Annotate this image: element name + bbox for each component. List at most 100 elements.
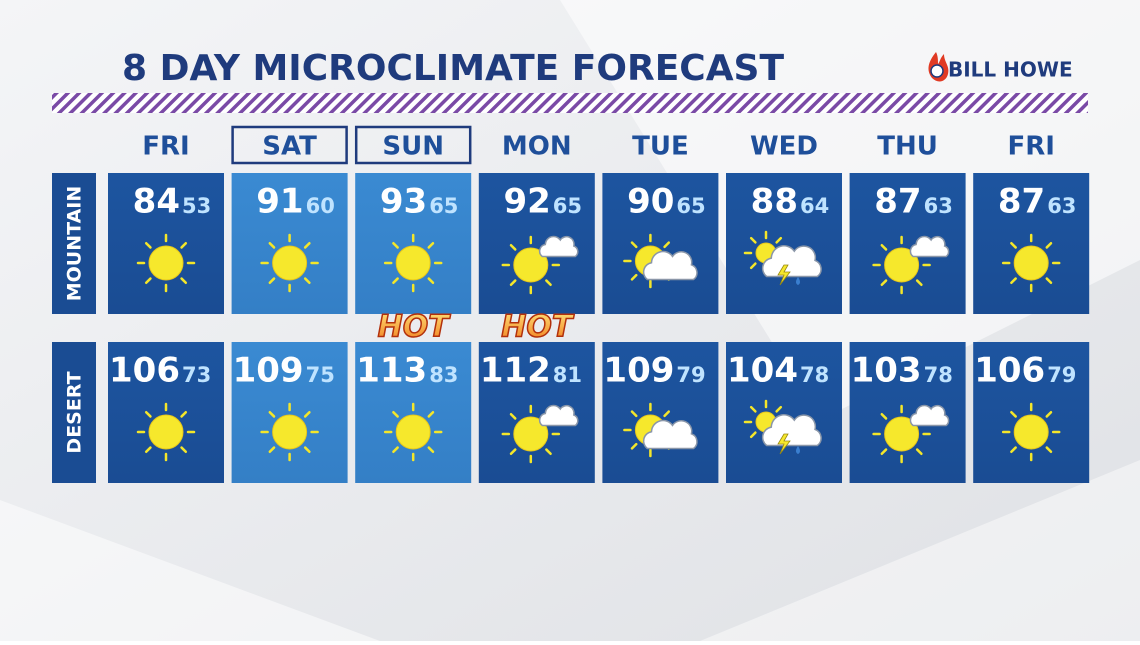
sun-ray [303, 241, 311, 249]
sun-disc [272, 414, 308, 450]
sun-ray [144, 446, 152, 454]
high-temp: 109 [233, 351, 304, 391]
day-outline [231, 125, 348, 165]
sun-ray [144, 410, 152, 418]
sun-ray [303, 277, 311, 285]
day-outline [354, 125, 472, 165]
sun-ray [1010, 277, 1017, 285]
forecast-cell [602, 173, 719, 314]
cloud [538, 235, 579, 258]
sun-ray [268, 446, 276, 454]
cloud [761, 414, 822, 447]
sun-ray [880, 243, 888, 251]
row-label: MOUNTAIN [64, 186, 86, 302]
sun-disc [395, 414, 431, 450]
sun-ray [630, 442, 638, 450]
high-temp: 109 [603, 351, 674, 391]
sun-disc [148, 245, 184, 281]
sun-ray [630, 410, 638, 418]
sun-disc [1013, 245, 1049, 281]
low-temp: 79 [1047, 363, 1076, 387]
sun-ray [392, 277, 399, 285]
day-label: WED [750, 132, 818, 162]
sun-disc [148, 414, 184, 450]
forecast-cell [726, 342, 842, 483]
sun-ray [1010, 241, 1017, 249]
sun-disc [513, 247, 549, 283]
forecast-cell [849, 173, 966, 314]
weather-icon [136, 233, 196, 293]
high-temp: 113 [356, 351, 427, 391]
logo: BILL HOWE [928, 52, 1073, 82]
forecast-cell [478, 173, 595, 314]
rain-drop [796, 277, 800, 285]
hot-badge: HOT [378, 310, 452, 345]
low-temp: 78 [924, 363, 953, 387]
sun-ray [392, 241, 399, 249]
row-label: DESERT [64, 371, 86, 453]
sun-ray [303, 410, 311, 418]
weather-icon [872, 404, 950, 464]
hot-badge: HOT [501, 310, 575, 345]
high-temp: 88 [751, 182, 798, 222]
low-temp: 65 [429, 194, 458, 218]
sun-ray [1045, 410, 1053, 418]
high-temp: 106 [974, 351, 1045, 391]
low-temp: 79 [676, 363, 705, 387]
weather-icon [501, 404, 579, 464]
high-temp: 87 [998, 182, 1045, 222]
day-label: SAT [262, 132, 317, 162]
sun-ray [427, 241, 435, 249]
forecast-grid: FRI SAT SUN MON TUE WED THU FRI MOUNTAIN 84 53 91 60… [52, 125, 1090, 483]
sun-ray [427, 446, 435, 454]
sun-ray [509, 412, 517, 420]
sun-disc [513, 416, 549, 452]
sun-ray [1010, 410, 1017, 418]
sun-ray [268, 241, 276, 249]
forecast-cell [478, 342, 595, 483]
logo-face [930, 64, 944, 78]
sun-ray [509, 279, 517, 287]
sun-ray [509, 243, 517, 251]
weather-icon [501, 235, 579, 295]
title: 8 DAY MICROCLIMATE FORECAST [122, 48, 784, 89]
rain-drop [796, 446, 800, 454]
high-temp: 106 [109, 351, 180, 391]
weather-icon [136, 402, 196, 462]
sun-ray [180, 277, 188, 285]
low-temp: 81 [553, 363, 582, 387]
sun-disc [395, 245, 431, 281]
sun-ray [392, 446, 399, 454]
weather-icon [872, 235, 950, 295]
low-temp: 63 [924, 194, 953, 218]
day-label: THU [877, 132, 938, 162]
high-temp: 103 [851, 351, 922, 391]
sun-ray [749, 236, 757, 244]
weather-icon [623, 402, 698, 458]
low-temp: 60 [306, 194, 335, 218]
sun-ray [509, 448, 517, 456]
sun-ray [545, 448, 552, 456]
day-label: MON [502, 132, 572, 162]
forecast-cell [726, 173, 842, 314]
sun-ray [630, 273, 638, 281]
sun-ray [427, 277, 435, 285]
weather-icon [383, 233, 443, 293]
sun-ray [880, 448, 888, 456]
low-temp: 63 [1047, 194, 1076, 218]
sun-ray [749, 431, 757, 439]
sun-ray [1045, 446, 1053, 454]
lightning [777, 264, 791, 286]
sun-ray [880, 412, 888, 420]
low-temp: 83 [429, 363, 458, 387]
high-temp: 112 [480, 351, 551, 391]
row-label-box [52, 173, 96, 314]
cloud [761, 245, 822, 278]
sun-ray [268, 277, 276, 285]
low-temp: 65 [553, 194, 582, 218]
bg-shape [0, 500, 380, 641]
lightning [777, 433, 791, 455]
low-temp: 53 [182, 194, 211, 218]
low-temp: 78 [800, 363, 829, 387]
